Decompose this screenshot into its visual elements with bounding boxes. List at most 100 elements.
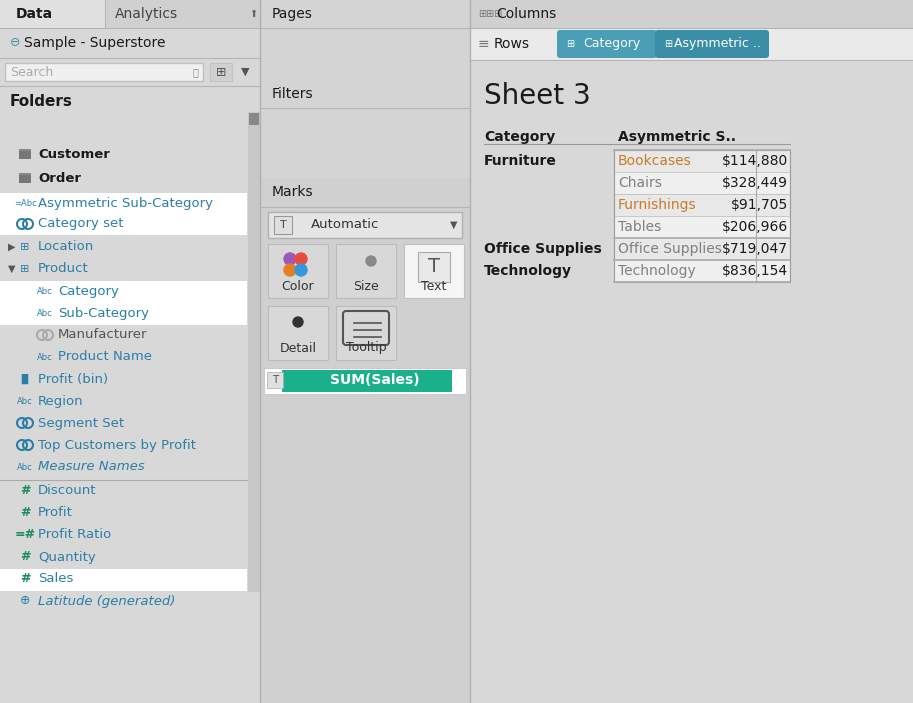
Text: Profit: Profit [38,506,73,520]
Bar [268,212,462,238]
Text: Profit (bin): Profit (bin) [38,373,108,385]
Bar [210,63,232,81]
Text: Office Supplies: Office Supplies [618,242,722,256]
Text: #: # [20,572,30,586]
Text: Marks: Marks [272,185,314,199]
Text: Category: Category [58,285,119,297]
Text: Product Name: Product Name [58,351,152,363]
Text: Furniture: Furniture [484,154,557,168]
Text: Top Customers by Profit: Top Customers by Profit [38,439,196,451]
Bar [19,175,31,183]
Text: ▼: ▼ [8,264,16,274]
Bar [249,113,259,125]
Text: Filters: Filters [272,87,314,101]
Circle shape [284,264,296,276]
Text: Abc: Abc [17,396,33,406]
Bar [470,28,913,60]
Bar [268,306,328,360]
Text: Order: Order [38,172,81,186]
Text: Customer: Customer [38,148,110,162]
Text: Abc: Abc [37,309,53,318]
Text: SUM(Sales): SUM(Sales) [331,373,420,387]
Text: Manufacturer: Manufacturer [58,328,148,342]
Bar [614,194,790,216]
Bar [260,0,470,703]
Text: Measure Names: Measure Names [38,460,144,474]
Bar [19,149,31,159]
Bar [0,569,247,591]
Bar [260,80,470,178]
Bar [268,244,328,298]
Circle shape [295,264,307,276]
Bar [614,216,790,238]
Bar [470,60,913,703]
Text: Sub-Category: Sub-Category [58,307,149,319]
Bar [267,372,283,388]
Text: ⊞: ⊞ [664,39,672,49]
Text: ⊞: ⊞ [20,264,30,274]
Text: Asymmetric ..: Asymmetric .. [674,37,761,51]
Text: T: T [279,220,287,230]
Text: Abc: Abc [17,463,33,472]
Bar [404,244,464,298]
Text: #: # [20,550,30,564]
Text: ▼: ▼ [241,67,249,77]
Text: $836,154: $836,154 [722,264,788,278]
Text: Search: Search [10,65,53,79]
Bar [264,368,466,394]
Text: Chairs: Chairs [618,176,662,190]
Text: ▐▌: ▐▌ [17,374,33,384]
Text: Category: Category [484,130,555,144]
Text: Latitude (generated): Latitude (generated) [38,595,175,607]
Text: Location: Location [38,240,94,254]
Text: Tables: Tables [618,220,661,234]
Bar [282,370,452,392]
Text: Sample - Superstore: Sample - Superstore [24,36,165,50]
Text: $719,047: $719,047 [722,242,788,256]
Bar [614,238,790,260]
Bar [0,0,260,28]
Text: Detail: Detail [279,342,317,354]
Text: Region: Region [38,394,84,408]
Text: Discount: Discount [38,484,97,498]
Circle shape [366,256,376,266]
Text: $91,705: $91,705 [730,198,788,212]
FancyBboxPatch shape [655,30,769,58]
Text: T: T [428,257,440,276]
Text: ⊞: ⊞ [566,39,574,49]
Text: Technology: Technology [618,264,696,278]
Bar [274,216,292,234]
Text: Rows: Rows [494,37,530,51]
Text: ⊕: ⊕ [20,595,30,607]
Text: Segment Set: Segment Set [38,416,124,430]
FancyBboxPatch shape [557,30,657,58]
Text: =#: =# [15,529,36,541]
Text: Bookcases: Bookcases [618,154,692,168]
Text: #: # [20,484,30,498]
Bar [418,252,450,282]
Bar [0,28,260,58]
Bar [0,58,260,86]
Bar [336,306,396,360]
Text: ⬆: ⬆ [249,9,257,19]
Text: Furnishings: Furnishings [618,198,697,212]
Bar [260,178,470,468]
Text: Pages: Pages [272,7,313,21]
Text: Automatic: Automatic [310,219,379,231]
Bar [248,112,260,592]
Circle shape [284,253,296,265]
Text: Office Supplies: Office Supplies [484,242,602,256]
Text: Profit Ratio: Profit Ratio [38,529,111,541]
Text: ⊞⊞⊞: ⊞⊞⊞ [478,9,502,19]
Bar [470,0,913,703]
Text: ⊞: ⊞ [215,65,226,79]
Bar [5,63,203,81]
Text: Size: Size [353,280,379,292]
Text: 🔍: 🔍 [192,67,198,77]
Text: Technology: Technology [484,264,572,278]
Text: ≡: ≡ [478,37,489,51]
Bar [614,150,790,282]
Text: ⊞: ⊞ [20,242,30,252]
Bar [614,172,790,194]
Text: Text: Text [421,280,446,292]
